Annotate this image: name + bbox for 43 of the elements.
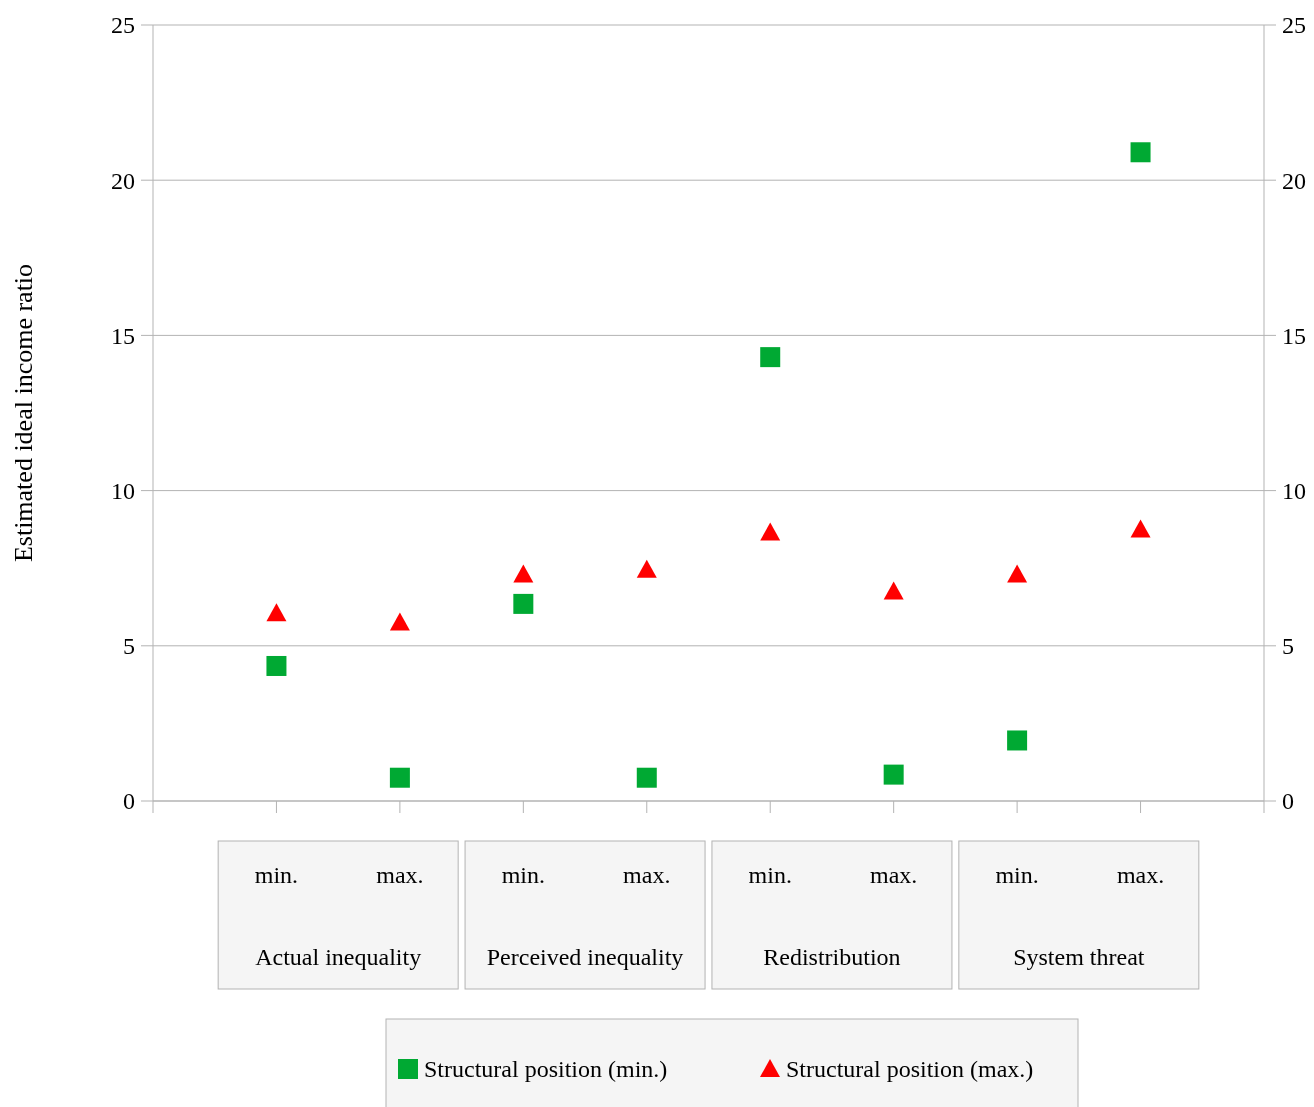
y-tick-label: 10 <box>111 478 135 504</box>
point <box>513 564 534 583</box>
text: Actual inequality <box>255 944 422 971</box>
point <box>883 581 904 600</box>
legend-label: Structural position (max.) <box>786 1056 1034 1083</box>
text: Perceived inequality <box>486 944 684 971</box>
y2-tick-label: 5 <box>1282 633 1294 660</box>
x-tick-label: max. <box>376 862 424 889</box>
point <box>1007 564 1028 583</box>
point <box>1130 142 1151 163</box>
point <box>1130 519 1151 538</box>
point <box>636 767 657 788</box>
y-tick-label: 15 <box>111 322 135 349</box>
x-tick-label: min. <box>748 862 792 889</box>
point <box>636 559 657 578</box>
y-tick-label: 20 <box>111 167 135 194</box>
y2-tick-label: 10 <box>1282 478 1306 504</box>
y-tick-label: 5 <box>123 633 135 660</box>
y2-tick-label: 25 <box>1282 12 1306 39</box>
text: Redistribution <box>763 944 901 971</box>
point <box>389 612 410 631</box>
legend-label: Structural position (min.) <box>424 1056 668 1083</box>
point <box>760 347 781 368</box>
y2-tick-label: 20 <box>1282 167 1306 194</box>
y2-tick-label: 15 <box>1282 322 1306 349</box>
y-tick-label: 0 <box>123 788 135 815</box>
x-tick-label: max. <box>1116 862 1165 889</box>
x-tick-label: min. <box>501 862 546 889</box>
y2-tick-label: 0 <box>1282 788 1294 815</box>
point <box>266 655 287 676</box>
y-axis-title: Estimated ideal income ratio <box>9 263 38 563</box>
point <box>1007 730 1028 751</box>
point <box>513 593 534 614</box>
point <box>760 522 781 541</box>
point <box>883 764 904 785</box>
text: System threat <box>1013 944 1145 971</box>
x-tick-label: min. <box>254 862 299 889</box>
x-tick-label: max. <box>623 862 671 889</box>
y-tick-label: 25 <box>111 12 135 39</box>
point <box>389 767 410 788</box>
point <box>266 603 287 622</box>
x-tick-label: min. <box>995 862 1039 889</box>
x-tick-label: max. <box>870 862 918 889</box>
